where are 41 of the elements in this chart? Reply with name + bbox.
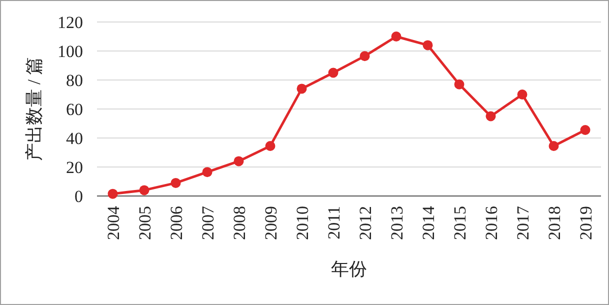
point (328, 68, 338, 78)
x-tick-label: 2015 (450, 206, 470, 240)
point (170, 178, 181, 188)
y-tick-label: 40 (66, 129, 83, 148)
y-tick-label: 0 (74, 187, 83, 206)
x-tick-label: 2004 (104, 206, 123, 240)
x-tick-label: 2016 (482, 206, 501, 240)
point (139, 185, 150, 196)
point (517, 90, 528, 100)
point (454, 79, 464, 90)
x-tick-label: 2013 (387, 206, 406, 240)
x-tick-label: 2018 (544, 206, 564, 240)
y-axis-title: 产出数量 / 篇 (24, 56, 44, 162)
point (234, 156, 244, 166)
point (108, 188, 118, 199)
point (391, 32, 402, 42)
y-tick-label: 60 (66, 100, 83, 119)
x-tick-label: 2006 (166, 206, 186, 240)
point (422, 40, 433, 50)
y-tick-label: 20 (66, 158, 83, 177)
x-tick-label: 2014 (418, 206, 438, 240)
point (548, 140, 559, 151)
x-tick-label: 2010 (292, 206, 312, 240)
x-tick-label: 2009 (261, 206, 280, 240)
x-tick-label: 2008 (230, 206, 249, 240)
x-tick-label: 2017 (513, 206, 532, 240)
x-tick-label: 2007 (198, 206, 218, 240)
y-tick-label: 80 (66, 71, 83, 90)
y-tick-label: 120 (58, 13, 83, 32)
x-tick-label: 2012 (356, 206, 375, 240)
point (202, 167, 212, 178)
point (360, 51, 370, 62)
point (486, 111, 496, 122)
y-tick-label: 100 (58, 42, 83, 61)
x-tick-label: 2019 (576, 206, 596, 240)
point (265, 140, 276, 151)
x-tick-label: 2005 (135, 206, 154, 240)
x-tick-label: 2011 (324, 206, 344, 240)
x-axis-title: 年份 (331, 259, 367, 279)
point (580, 125, 590, 136)
point (296, 84, 307, 94)
